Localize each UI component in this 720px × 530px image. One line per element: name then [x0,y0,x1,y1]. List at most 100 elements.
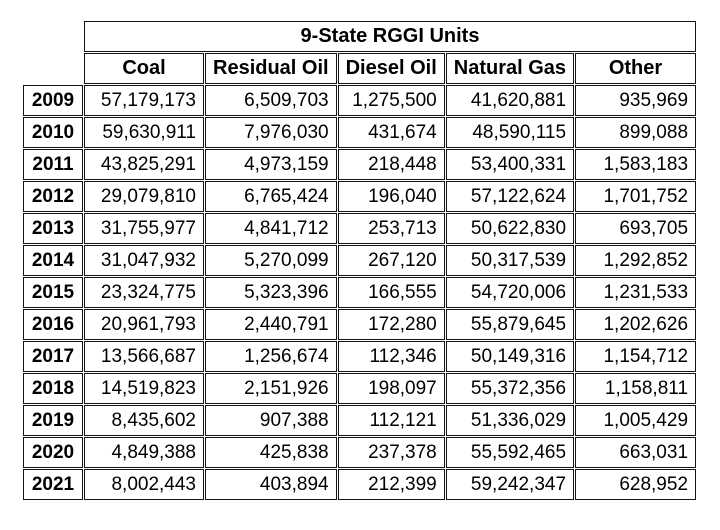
value-cell: 13,566,687 [84,341,204,372]
value-cell: 4,841,712 [205,213,337,244]
table-row: 2011 43,825,291 4,973,159 218,448 53,400,331… [23,149,697,180]
table-row: 2009 57,179,173 6,509,703 1,275,500 41,620,8… [23,85,697,116]
value-cell: 57,122,624 [445,181,575,212]
value-cell: 1,256,674 [205,341,337,372]
column-header-coal: Coal [84,53,204,84]
value-cell: 431,674 [337,117,445,148]
value-cell: 1,583,183 [575,149,697,180]
table-row: 2018 14,519,823 2,151,926 198,097 55,372,356… [23,373,697,404]
value-cell: 1,701,752 [575,181,697,212]
value-cell: 8,002,443 [84,469,204,500]
value-cell: 31,755,977 [84,213,204,244]
value-cell: 23,324,775 [84,277,204,308]
value-cell: 41,620,881 [445,85,575,116]
year-cell: 2011 [23,149,83,180]
value-cell: 51,336,029 [445,405,575,436]
year-cell: 2016 [23,309,83,340]
value-cell: 628,952 [575,469,697,500]
corner-blank-cell [23,53,83,84]
value-cell: 693,705 [575,213,697,244]
value-cell: 1,158,811 [575,373,697,404]
value-cell: 5,323,396 [205,277,337,308]
value-cell: 935,969 [575,85,697,116]
value-cell: 50,149,316 [445,341,575,372]
value-cell: 14,519,823 [84,373,204,404]
value-cell: 166,555 [337,277,445,308]
column-header-residual-oil: Residual Oil [205,53,337,84]
value-cell: 48,590,115 [445,117,575,148]
value-cell: 425,838 [205,437,337,468]
value-cell: 54,720,006 [445,277,575,308]
value-cell: 196,040 [337,181,445,212]
table-row: 2013 31,755,977 4,841,712 253,713 50,622,830… [23,213,697,244]
value-cell: 212,399 [337,469,445,500]
year-cell: 2010 [23,117,83,148]
value-cell: 5,270,099 [205,245,337,276]
value-cell: 899,088 [575,117,697,148]
year-cell: 2012 [23,181,83,212]
column-header-row: Coal Residual Oil Diesel Oil Natural Gas… [23,53,697,84]
table-row: 2015 23,324,775 5,323,396 166,555 54,720,006… [23,277,697,308]
value-cell: 57,179,173 [84,85,204,116]
value-cell: 50,317,539 [445,245,575,276]
value-cell: 663,031 [575,437,697,468]
value-cell: 112,346 [337,341,445,372]
column-header-diesel-oil: Diesel Oil [337,53,445,84]
table-row: 2019 8,435,602 907,388 112,121 51,336,029 1,0… [23,405,697,436]
year-cell: 2019 [23,405,83,436]
value-cell: 1,292,852 [575,245,697,276]
value-cell: 55,372,356 [445,373,575,404]
value-cell: 1,202,626 [575,309,697,340]
table-row: 2010 59,630,911 7,976,030 431,674 48,590,115… [23,117,697,148]
year-cell: 2014 [23,245,83,276]
value-cell: 6,509,703 [205,85,337,116]
table-row: 2014 31,047,932 5,270,099 267,120 50,317,539… [23,245,697,276]
value-cell: 112,121 [337,405,445,436]
value-cell: 7,976,030 [205,117,337,148]
value-cell: 59,242,347 [445,469,575,500]
value-cell: 6,765,424 [205,181,337,212]
value-cell: 907,388 [205,405,337,436]
value-cell: 1,231,533 [575,277,697,308]
value-cell: 55,879,645 [445,309,575,340]
value-cell: 2,440,791 [205,309,337,340]
value-cell: 1,005,429 [575,405,697,436]
year-cell: 2009 [23,85,83,116]
value-cell: 4,973,159 [205,149,337,180]
table-row: 2017 13,566,687 1,256,674 112,346 50,149,316… [23,341,697,372]
table-row: 2012 29,079,810 6,765,424 196,040 57,122,624… [23,181,697,212]
value-cell: 172,280 [337,309,445,340]
year-cell: 2021 [23,469,83,500]
year-cell: 2013 [23,213,83,244]
table-body: 2009 57,179,173 6,509,703 1,275,500 41,620,8… [23,85,697,500]
value-cell: 1,154,712 [575,341,697,372]
value-cell: 50,622,830 [445,213,575,244]
value-cell: 31,047,932 [84,245,204,276]
table-row: 2020 4,849,388 425,838 237,378 55,592,465 663… [23,437,697,468]
value-cell: 43,825,291 [84,149,204,180]
rggi-units-table: 9-State RGGI Units Coal Residual Oil Die… [22,20,698,501]
value-cell: 53,400,331 [445,149,575,180]
corner-blank-cell [23,21,83,52]
title-row: 9-State RGGI Units [23,21,697,52]
value-cell: 4,849,388 [84,437,204,468]
value-cell: 2,151,926 [205,373,337,404]
value-cell: 55,592,465 [445,437,575,468]
year-cell: 2015 [23,277,83,308]
value-cell: 198,097 [337,373,445,404]
value-cell: 218,448 [337,149,445,180]
value-cell: 20,961,793 [84,309,204,340]
value-cell: 1,275,500 [337,85,445,116]
year-cell: 2017 [23,341,83,372]
value-cell: 29,079,810 [84,181,204,212]
value-cell: 59,630,911 [84,117,204,148]
table-row: 2021 8,002,443 403,894 212,399 59,242,347 628… [23,469,697,500]
table-title: 9-State RGGI Units [84,21,697,52]
year-cell: 2020 [23,437,83,468]
column-header-natural-gas: Natural Gas [445,53,575,84]
value-cell: 267,120 [337,245,445,276]
value-cell: 403,894 [205,469,337,500]
year-cell: 2018 [23,373,83,404]
value-cell: 253,713 [337,213,445,244]
